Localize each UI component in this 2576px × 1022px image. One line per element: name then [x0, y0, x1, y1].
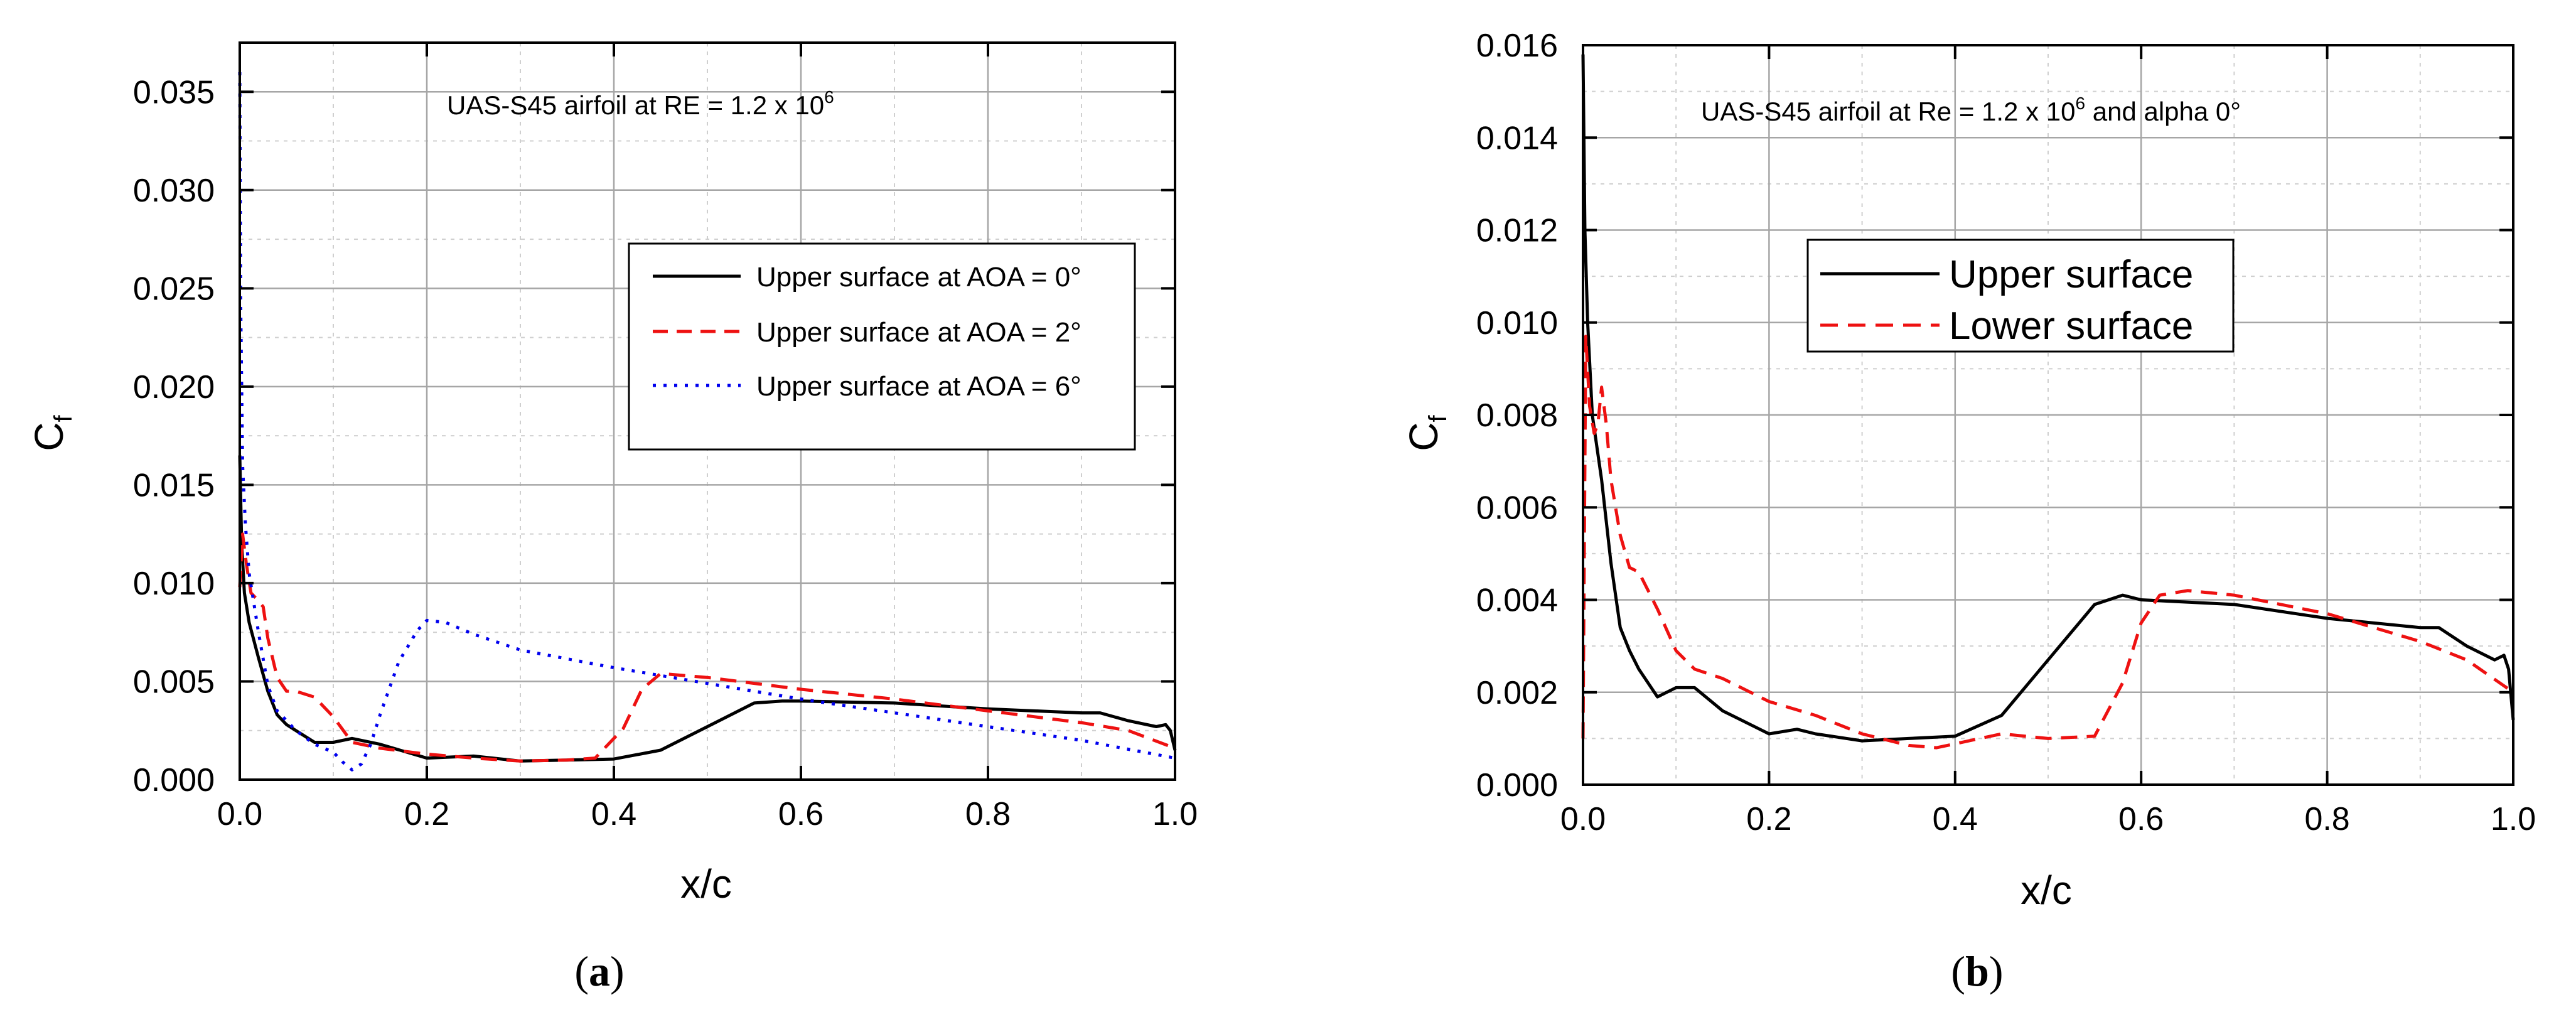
x-axis-title-b: x/c [2021, 868, 2072, 913]
ticks-b [1582, 44, 2514, 786]
y-axis-title-b-base: C [1401, 422, 1446, 451]
chart-panel-a: 0.0 0.2 0.4 0.6 0.8 1.0 0.0000.0050.0100.0150… [26, 41, 1198, 995]
legend-a-label-1: Upper surface at AOA = 2° [756, 317, 1081, 348]
y-axis-title-b-sub: f [1424, 414, 1452, 422]
legend-b-box [1806, 239, 2235, 353]
y-tick-label-a-4: 0.020 [133, 369, 215, 406]
annotation-b-base: UAS-S45 airfoil at Re = 1.2 x 10 [1701, 97, 2075, 126]
y-tick-label-b-1: 0.002 [1476, 675, 1558, 711]
x-tick-label-b-5: 1.0 [2491, 801, 2536, 837]
annotation-b: UAS-S45 airfoil at Re = 1.2 x 106 and al… [1701, 94, 2241, 126]
caption-b-letter: b [1965, 947, 1989, 995]
y-tick-label-a-5: 0.025 [133, 271, 215, 307]
caption-a: (a) [574, 947, 624, 995]
x-tick-label-b-2: 0.4 [1933, 801, 1978, 837]
y-axis-title-a: Cf [26, 414, 77, 451]
legend-b: Upper surface Lower surface [1806, 239, 2235, 353]
x-tick-label-a-2: 0.4 [591, 796, 636, 832]
x-axis-title-a: x/c [680, 861, 732, 906]
grid-b [1582, 44, 2514, 786]
series-line-b-0 [1581, 54, 2515, 743]
x-tick-label-b-4: 0.8 [2304, 801, 2349, 837]
x-tick-label-a-5: 1.0 [1152, 796, 1198, 832]
chart-panel-b: 0.0 0.2 0.4 0.6 0.8 1.0 0.0000.0020.0040.0060… [1401, 28, 2536, 995]
legend-a-label-0: Upper surface at AOA = 0° [756, 262, 1081, 293]
x-tick-label-b-1: 0.2 [1746, 801, 1791, 837]
y-tick-label-a-0: 0.000 [133, 762, 215, 799]
annotation-b-sup: 6 [2075, 94, 2085, 113]
ticks-a [239, 43, 1176, 781]
legend-a: Upper surface at AOA = 0° Upper surface … [628, 242, 1136, 451]
y-tick-labels-b: 0.000 0.002 0.004 0.006 0.008 0.010 0.012 0.014… [1476, 28, 1558, 804]
y-tick-labels-a: 0.000 0.005 0.010 0.015 0.020 0.025 0.030 0.035 [133, 74, 215, 799]
x-tick-label-a-1: 0.2 [404, 796, 449, 832]
legend-b-label-0: Upper surface [1949, 253, 2193, 296]
x-tick-labels-a: 0.0 0.2 0.4 0.6 0.8 1.0 [217, 796, 1198, 832]
plot-frame-a [239, 41, 1176, 781]
x-tick-label-a-4: 0.8 [965, 796, 1011, 832]
caption-b: (b) [1951, 947, 2003, 995]
series-line-a-1 [238, 532, 1176, 763]
y-tick-label-b-0: 0.000 [1476, 767, 1558, 804]
y-tick-label-b-8: 0.016 [1476, 28, 1558, 64]
x-tick-label-b-3: 0.6 [2118, 801, 2164, 837]
y-tick-label-a-7: 0.035 [133, 74, 215, 110]
legend-b-label-1: Lower surface [1949, 304, 2193, 348]
y-tick-label-b-2: 0.004 [1476, 583, 1558, 619]
series-group-b [1581, 54, 2515, 750]
legend-a-box [628, 242, 1136, 451]
series-line-b-1 [1581, 335, 2514, 750]
y-tick-label-a-3: 0.015 [133, 467, 215, 503]
series-group-a [238, 72, 1177, 772]
annotation-a: UAS-S45 airfoil at RE = 1.2 x 106 [447, 87, 834, 120]
y-tick-label-a-2: 0.010 [133, 566, 215, 602]
x-tick-label-a-3: 0.6 [778, 796, 824, 832]
y-tick-label-b-5: 0.010 [1476, 305, 1558, 342]
y-tick-label-a-1: 0.005 [133, 664, 215, 700]
series-line-a-2 [238, 72, 1176, 772]
caption-a-letter: a [589, 947, 610, 995]
y-tick-label-b-6: 0.012 [1476, 213, 1558, 249]
x-tick-label-a-0: 0.0 [217, 796, 262, 832]
y-axis-title-a-base: C [26, 422, 72, 451]
annotation-b-tail: and alpha 0° [2085, 97, 2241, 126]
y-axis-title-b: Cf [1401, 414, 1452, 451]
y-axis-title-a-sub: f [50, 414, 77, 422]
legend-a-label-2: Upper surface at AOA = 6° [756, 371, 1081, 402]
annotation-a-sup: 6 [824, 87, 834, 107]
y-tick-label-a-6: 0.030 [133, 173, 215, 209]
y-tick-label-b-4: 0.008 [1476, 397, 1558, 434]
y-tick-label-b-3: 0.006 [1476, 490, 1558, 526]
annotation-a-base: UAS-S45 airfoil at RE = 1.2 x 10 [447, 90, 824, 120]
y-tick-label-b-7: 0.014 [1476, 120, 1558, 156]
x-tick-labels-b: 0.0 0.2 0.4 0.6 0.8 1.0 [1560, 801, 2536, 837]
x-tick-label-b-0: 0.0 [1560, 801, 1606, 837]
